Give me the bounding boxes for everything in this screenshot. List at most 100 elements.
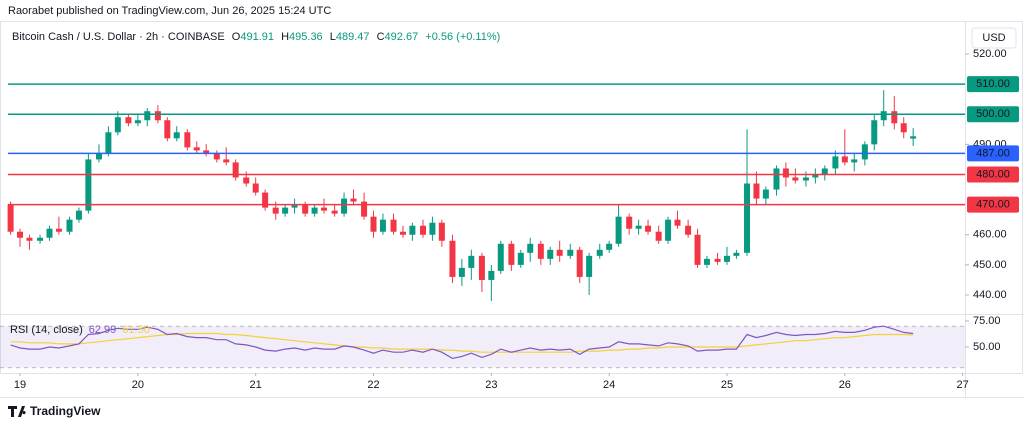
candle-body <box>694 234 701 265</box>
level-label-box <box>967 76 1019 93</box>
candle-body <box>576 249 583 277</box>
candle-body <box>243 177 250 184</box>
candle-body <box>497 243 504 271</box>
candle-body <box>458 267 465 277</box>
candle-body <box>703 258 710 265</box>
candle-body <box>55 228 62 232</box>
candle-body <box>341 198 348 214</box>
level-label: 470.00 <box>976 199 1010 211</box>
candle-body <box>379 219 386 232</box>
candle-body <box>134 120 141 124</box>
candle-body <box>723 255 730 262</box>
x-tick-label: 23 <box>485 379 497 391</box>
ohlc-value: 491.91 <box>240 31 274 43</box>
candle-body <box>321 207 328 211</box>
candle-body <box>361 201 368 217</box>
candle-body <box>46 228 53 238</box>
candle-body <box>762 189 769 199</box>
currency-box[interactable] <box>971 27 1017 49</box>
candle-body <box>154 111 161 121</box>
candle-body <box>478 255 485 280</box>
candle-body <box>37 237 44 241</box>
candle-body <box>438 222 445 241</box>
level-label: 487.00 <box>976 147 1010 159</box>
candle-body <box>419 225 426 235</box>
candle-body <box>173 132 180 139</box>
candle-body <box>468 255 475 268</box>
level-label: 480.00 <box>976 168 1010 180</box>
currency[interactable]: USD <box>982 32 1005 44</box>
ohlc-label: L <box>330 31 336 43</box>
candle-body <box>861 144 868 160</box>
candle-body <box>685 225 692 235</box>
level-label: 510.00 <box>976 78 1010 90</box>
candle-body <box>635 225 642 229</box>
candle-body <box>193 147 200 151</box>
x-tick-label: 21 <box>250 379 262 391</box>
candle-body <box>871 120 878 145</box>
candle-body <box>744 183 751 253</box>
logo <box>8 406 26 417</box>
candle-body <box>674 219 681 226</box>
candle-body <box>144 111 151 121</box>
candle-body <box>311 207 318 214</box>
level-label-box <box>967 166 1019 183</box>
x-tick-label: 25 <box>721 379 733 391</box>
candle-body <box>223 159 230 163</box>
candle-body <box>114 117 121 133</box>
candle-body <box>350 198 357 202</box>
level-label-box <box>967 196 1019 213</box>
candle-body <box>370 216 377 232</box>
candle-body <box>517 252 524 265</box>
candle-body <box>891 111 898 124</box>
candle-body <box>841 156 848 163</box>
candle-body <box>714 258 721 262</box>
candle-body <box>390 219 397 232</box>
candle-body <box>66 219 73 232</box>
candle-body <box>753 183 760 199</box>
candle-body <box>655 231 662 241</box>
candle-body <box>232 162 239 178</box>
rsi-band <box>0 326 965 368</box>
candle-body <box>626 216 633 229</box>
candle-body <box>75 210 82 220</box>
candle-body <box>213 153 220 160</box>
candle-body <box>508 243 515 265</box>
candle-body <box>527 243 534 253</box>
candle-body <box>409 225 416 235</box>
y-tick-label: 440.00 <box>973 289 1007 301</box>
y-tick-label: 460.00 <box>973 229 1007 241</box>
ohlc-value: 489.47 <box>336 31 370 43</box>
candle-body <box>125 117 132 124</box>
candle-body <box>900 123 907 133</box>
candle-body <box>665 219 672 241</box>
rsi-line <box>10 332 914 353</box>
candle-body <box>95 153 102 160</box>
level-label-box <box>967 145 1019 162</box>
x-tick-label: 19 <box>14 379 26 391</box>
x-tick-label: 24 <box>603 379 615 391</box>
candle-body <box>880 111 887 121</box>
candle-body <box>17 231 24 238</box>
candle-body <box>596 249 603 256</box>
level-label-box <box>967 106 1019 123</box>
ohlc-value: 492.67 <box>385 31 419 43</box>
candle-body <box>85 159 92 211</box>
rsi-legend: RSI (14, close) 62.99 61.50 <box>10 324 150 336</box>
candle-body <box>7 204 14 232</box>
candle-body <box>556 249 563 256</box>
candle-body <box>203 150 210 154</box>
symbol: Bitcoin Cash / U.S. Dollar · 2h · COINBA… <box>12 31 500 43</box>
candle-body <box>429 222 436 235</box>
logo-mark <box>8 406 26 417</box>
y-tick-label: 50.00 <box>973 341 1001 353</box>
y-tick-label: 450.00 <box>973 259 1007 271</box>
candle-body <box>802 177 809 181</box>
candle-body <box>252 183 259 193</box>
publisher: Raorabet published on TradingView.com, J… <box>8 5 331 17</box>
candle-body <box>537 243 544 259</box>
rsi-line <box>10 325 914 360</box>
level-label: 500.00 <box>976 108 1010 120</box>
